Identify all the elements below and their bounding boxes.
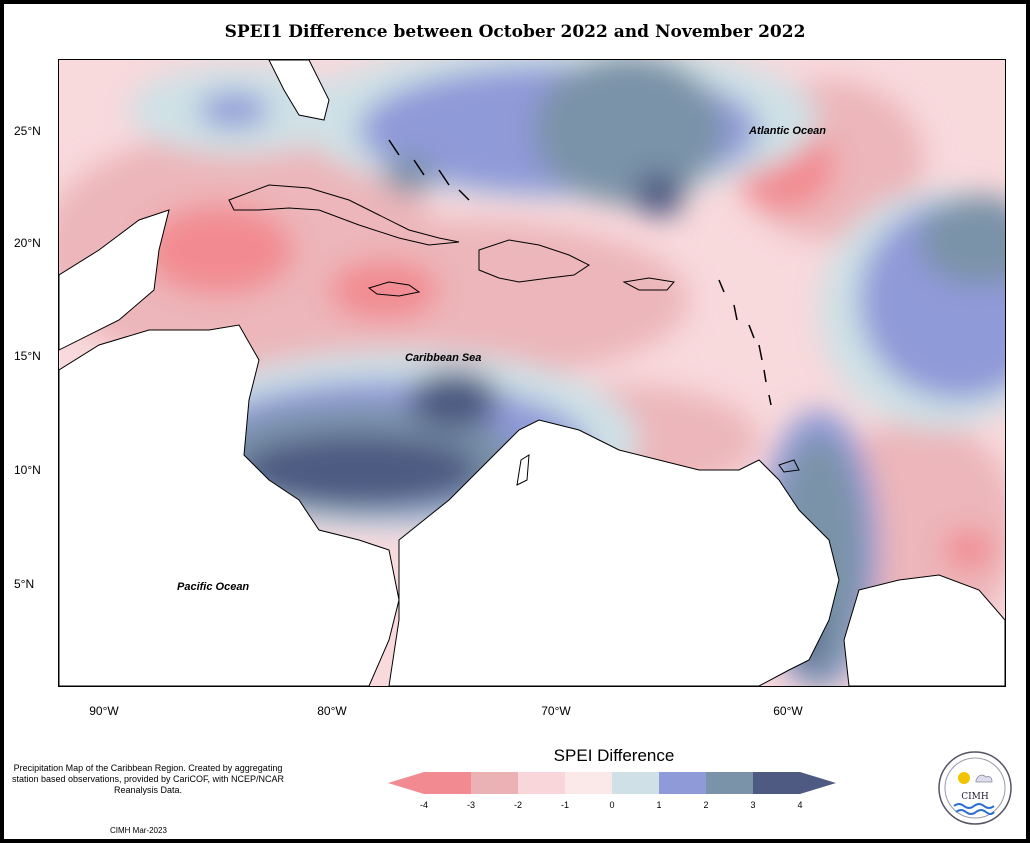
lat-tick-5: 5°N: [14, 577, 35, 591]
land-masses: [59, 60, 1005, 686]
legend-tick-label: -3: [467, 800, 475, 810]
strong-negative-guianas: [944, 530, 994, 570]
legend-tick-label: 3: [750, 800, 755, 810]
island-outlines: [228, 139, 800, 486]
island-cuba: [228, 184, 460, 246]
strong-positive-colombia-coast: [409, 370, 499, 430]
lon-tick-60: 60°W: [773, 704, 803, 718]
color-legend: -4 -3 -2 -1 0 1 2 3 4: [388, 772, 836, 810]
sun-icon: [958, 772, 970, 784]
legend-swatch: [753, 772, 800, 794]
label-caribbean-sea: Caribbean Sea: [405, 352, 481, 364]
legend-swatch: [612, 772, 659, 794]
legend-swatch: [424, 772, 471, 794]
lon-tick-90: 90°W: [89, 704, 119, 718]
legend-arrow-low: [388, 772, 424, 794]
land-south-america: [388, 419, 840, 686]
map-title: SPEI1 Difference between October 2022 an…: [224, 22, 806, 42]
wave-icon-lower: [955, 809, 995, 815]
cimh-logo: CIMH: [938, 751, 1012, 825]
island-puerto-rico: [622, 277, 675, 291]
moderate-positive-bahamas: [384, 155, 434, 195]
island-hispaniola: [478, 239, 590, 283]
spei-map: Atlantic Ocean Caribbean Sea Pacific Oce…: [59, 60, 1005, 686]
label-pacific-ocean: Pacific Ocean: [177, 581, 249, 593]
label-atlantic-ocean: Atlantic Ocean: [748, 125, 826, 137]
legend-swatch: [659, 772, 706, 794]
strong-positive-panama: [239, 435, 479, 505]
legend-tick-label: -2: [514, 800, 522, 810]
lat-tick-20: 20°N: [14, 236, 41, 250]
strong-positive-north: [634, 173, 684, 217]
map-description-note: Precipitation Map of the Caribbean Regio…: [11, 763, 285, 795]
strong-negative-jamaica: [329, 260, 439, 320]
land-guianas: [843, 574, 1005, 686]
lat-tick-15: 15°N: [14, 349, 41, 363]
legend-tick-label: 4: [797, 800, 802, 810]
lat-tick-25: 25°N: [14, 124, 41, 138]
legend-swatch: [518, 772, 565, 794]
negative-anomaly-central: [229, 220, 689, 380]
island-bahamas: [388, 139, 470, 201]
legend-swatch: [706, 772, 753, 794]
island-jamaica: [367, 281, 421, 297]
legend-tick-label: 1: [656, 800, 661, 810]
land-yucatan: [59, 209, 170, 351]
island-lesser-antilles: [718, 279, 772, 406]
legend-arrow-high: [800, 772, 836, 794]
land-central-america: [59, 324, 400, 686]
logo-text: CIMH: [961, 792, 989, 802]
legend-swatch: [565, 772, 612, 794]
positive-gulf: [199, 92, 269, 128]
moderate-positive-north: [534, 60, 724, 205]
figure-canvas: SPEI1 Difference between October 2022 an…: [4, 4, 1026, 839]
wave-icon: [953, 803, 995, 809]
moderate-positive-east-atlantic: [919, 195, 1005, 285]
lon-tick-80: 80°W: [317, 704, 347, 718]
map-credit: CIMH Mar-2023: [110, 826, 167, 835]
legend-tick-label: 2: [703, 800, 708, 810]
legend-tick-label: -4: [420, 800, 428, 810]
logo-inner-ring: [944, 757, 1006, 819]
land-florida: [268, 60, 330, 121]
map-panel: Atlantic Ocean Caribbean Sea Pacific Oce…: [58, 59, 1006, 687]
legend-swatch: [471, 772, 518, 794]
legend-tick-label: -1: [561, 800, 569, 810]
legend-title: SPEI Difference: [553, 746, 675, 765]
lat-tick-10: 10°N: [14, 463, 41, 477]
island-trinidad: [778, 459, 800, 473]
cloud-icon: [975, 774, 993, 783]
strong-negative-cuba-west: [144, 205, 294, 295]
island-margarita-area: [516, 454, 530, 486]
lon-tick-70: 70°W: [541, 704, 571, 718]
legend-tick-label: 0: [609, 800, 614, 810]
